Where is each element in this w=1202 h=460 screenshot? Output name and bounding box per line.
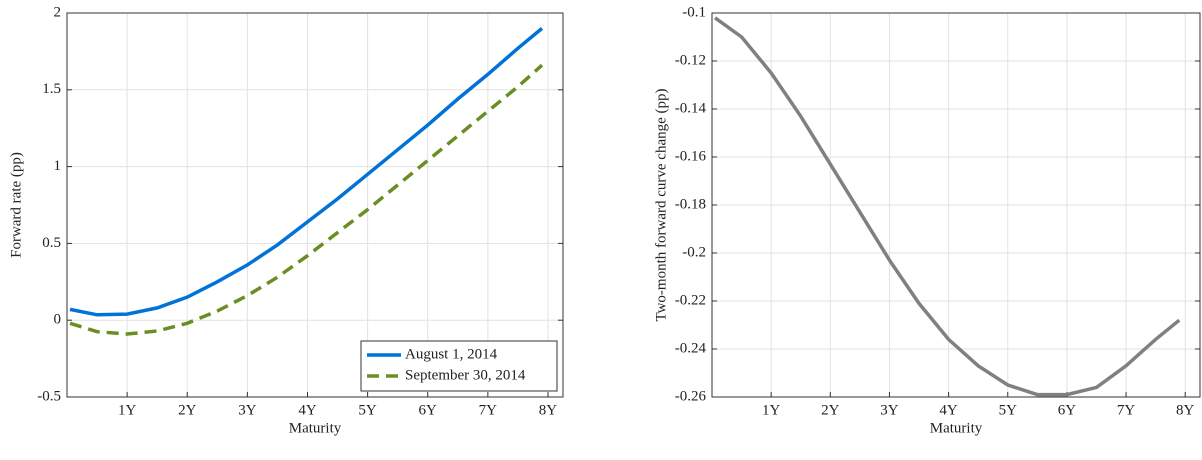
data-line	[69, 63, 544, 336]
x-tick-label: 2Y	[821, 402, 840, 418]
x-tick-label: 4Y	[298, 402, 317, 418]
x-tick-label: 7Y	[1117, 402, 1136, 418]
x-tick-label: 3Y	[880, 402, 899, 418]
data-line	[713, 16, 1181, 397]
y-tick-label: -0.24	[675, 340, 707, 356]
y-tick-label: -0.5	[37, 388, 61, 404]
y-tick-label: -0.18	[675, 196, 706, 212]
y-tick-label: -0.22	[675, 292, 706, 308]
y-tick-label: -0.1	[682, 4, 706, 20]
x-tick-label: 8Y	[539, 402, 558, 418]
x-tick-label: 4Y	[939, 402, 958, 418]
x-tick-label: 7Y	[479, 402, 498, 418]
x-tick-label: 1Y	[762, 402, 781, 418]
x-tick-label: 6Y	[1058, 402, 1077, 418]
x-tick-label: 2Y	[178, 402, 197, 418]
x-axis-label: Maturity	[930, 420, 983, 436]
y-tick-label: -0.26	[675, 388, 707, 404]
data-line	[69, 27, 544, 317]
x-tick-label: 8Y	[1176, 402, 1195, 418]
y-tick-label: 1.5	[42, 81, 61, 97]
x-axis-label: Maturity	[289, 420, 342, 436]
y-tick-label: 2	[54, 4, 62, 20]
y-tick-label: 0.5	[42, 235, 61, 251]
legend-label: August 1, 2014	[405, 346, 498, 362]
y-axis-label: Two-month forward curve change (pp)	[653, 88, 669, 321]
y-tick-label: -0.14	[675, 100, 707, 116]
y-tick-label: -0.16	[675, 148, 707, 164]
x-tick-label: 5Y	[999, 402, 1018, 418]
y-tick-label: 1	[54, 158, 62, 174]
y-tick-label: -0.12	[675, 52, 706, 68]
legend-label: September 30, 2014	[405, 367, 526, 383]
plot-frame	[66, 12, 564, 398]
legend-box	[360, 340, 558, 392]
y-axis-label: Forward rate (pp)	[8, 152, 24, 258]
x-tick-label: 6Y	[419, 402, 438, 418]
chart-panel: 1Y 2Y 3Y 4Y 5Y 6Y 7Y 8Y -0.26 -0.24 -0.22 -0.2 -0.18…	[653, 4, 1201, 436]
y-tick-label: 0	[54, 312, 62, 328]
chart-panel: 1Y 2Y 3Y 4Y 5Y 6Y 7Y 8Y -0.5 0 0.5 1 1.5 2 Maturity For…	[8, 4, 564, 436]
y-tick-label: -0.2	[682, 244, 706, 260]
x-tick-label: 1Y	[118, 402, 137, 418]
x-tick-label: 5Y	[358, 402, 377, 418]
x-tick-label: 3Y	[238, 402, 257, 418]
plot-frame	[711, 12, 1201, 398]
